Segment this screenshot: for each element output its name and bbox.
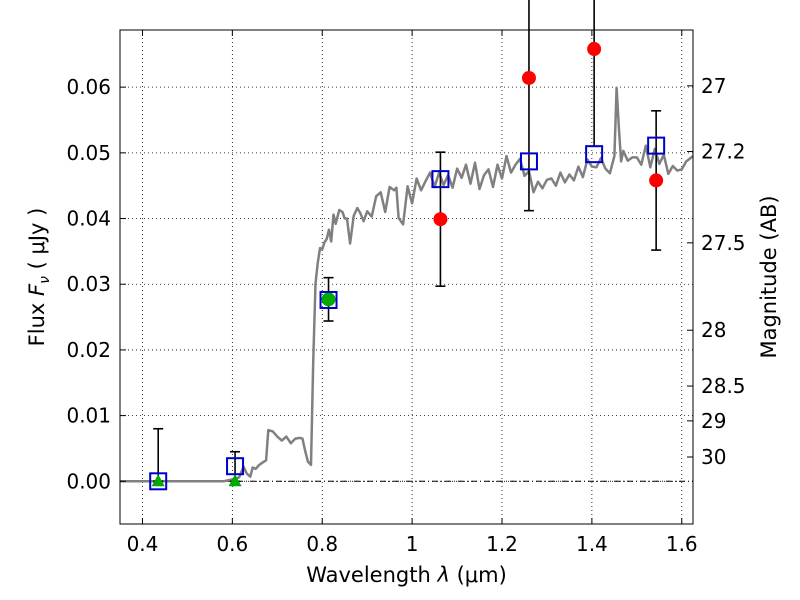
model-photometry-marker [519,152,538,171]
errorbar-layer [149,0,666,491]
y-axis-label: Flux Fν ( μJy ) [25,208,53,347]
y2-tick-label: 28 [701,318,726,342]
y-tick-label: 0.01 [66,404,111,428]
upper-limit-marker [228,474,242,487]
x-tick-label: 1 [406,532,419,556]
plot-layer [120,86,693,483]
y-tick-label: 0.02 [66,338,111,362]
grid-layer [120,30,693,524]
model-photometry-marker [319,290,338,309]
y2-tick-label: 27.2 [701,140,746,164]
model-photometry-marker [149,472,168,491]
y2-tick-label: 27.5 [701,231,746,255]
x-axis-label: Wavelength λ (μm) [306,563,507,587]
x-tick-label: 0.8 [306,532,338,556]
x-tick-label: 1.4 [576,532,608,556]
y-tick-label: 0.03 [66,272,111,296]
detection-marker [649,173,664,188]
plot-frame [119,29,694,525]
detection-marker [521,70,536,85]
y-tick-label: 0.06 [66,75,111,99]
x-tick-label: 1.6 [666,532,698,556]
y2-tick-label: 28.5 [701,374,746,398]
model-spectrum-line [120,86,693,483]
model-photometry-marker [647,136,666,155]
x-tick-label: 1.2 [486,532,518,556]
y2-axis-label: Magnitude (AB) [757,195,781,358]
model-photometry-marker [431,170,450,189]
x-tick-label: 0.6 [216,532,248,556]
detection-marker [433,212,448,227]
model-photometry-marker [226,457,245,476]
y2-tick-label: 27 [701,74,726,98]
model-photometry-marker [585,145,604,164]
y2-tick-label: 29 [701,409,726,433]
y-tick-label: 0.04 [66,207,111,231]
y2-tick-label: 30 [701,445,726,469]
green-detection-marker [321,292,336,307]
y-tick-label: 0.05 [66,141,111,165]
x-tick-label: 0.4 [127,532,159,556]
y-tick-label: 0.00 [66,469,111,493]
upper-limit-marker [151,474,165,487]
tick-layer: 0.4 0.6 0.8 1 1.2 1.4 1.6 0.00 0.01 0.02 0.03 0.04 0… [66,30,746,556]
detection-marker [587,42,602,57]
